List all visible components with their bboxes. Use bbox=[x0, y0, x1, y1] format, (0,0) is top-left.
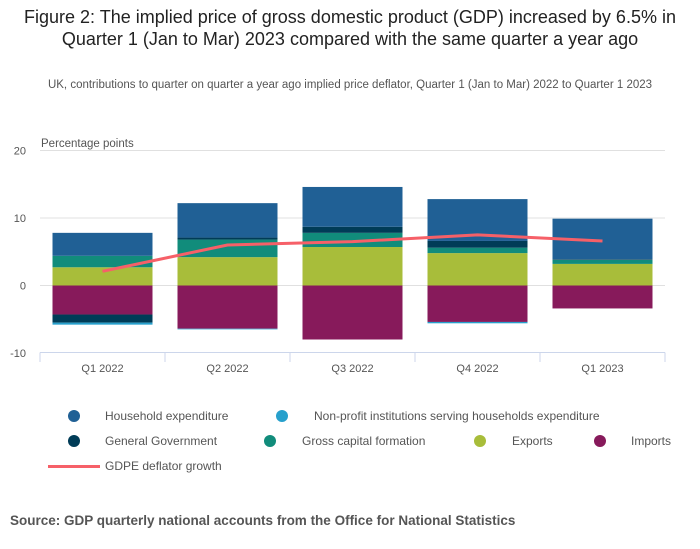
bar-segment bbox=[427, 240, 528, 248]
y-tick-label: -10 bbox=[10, 348, 26, 360]
chart-area: -10 0 10 20 Percentage points Q1 2022 Q2 2022 Q… bbox=[10, 138, 666, 375]
legend-label[interactable]: Imports bbox=[631, 434, 672, 448]
bar-segment bbox=[52, 314, 153, 323]
bar-segment bbox=[177, 203, 278, 238]
y-tick-label: 20 bbox=[14, 146, 26, 158]
legend-marker bbox=[276, 410, 288, 422]
bar-segment bbox=[177, 328, 278, 330]
bar-segment bbox=[427, 253, 528, 286]
bar-segment bbox=[302, 186, 403, 227]
y-axis-label: Percentage points bbox=[41, 138, 134, 150]
x-tick-label: Q4 2022 bbox=[456, 363, 498, 375]
legend-line-marker bbox=[48, 465, 100, 468]
legend-label[interactable]: Exports bbox=[512, 434, 553, 448]
legend-marker bbox=[68, 410, 80, 422]
bar-segment bbox=[177, 237, 278, 240]
x-tick-label: Q1 2023 bbox=[581, 363, 623, 375]
x-tick-label: Q2 2022 bbox=[206, 363, 248, 375]
bar-segment bbox=[427, 321, 528, 324]
deflator-line bbox=[102, 233, 603, 273]
x-tick-label: Q3 2022 bbox=[331, 363, 373, 375]
x-tick-label: Q1 2022 bbox=[81, 363, 123, 375]
bar-segment bbox=[52, 322, 153, 325]
bar-segment bbox=[427, 247, 528, 254]
bar-segment bbox=[52, 285, 153, 315]
bar-segment bbox=[427, 285, 528, 322]
bar-segment bbox=[302, 226, 403, 233]
legend-label[interactable]: GDPE deflator growth bbox=[105, 459, 222, 473]
legend-label[interactable]: Household expenditure bbox=[105, 409, 229, 423]
legend-label[interactable]: Non-profit institutions serving househol… bbox=[314, 409, 600, 423]
bar-segment bbox=[302, 247, 403, 286]
legend-marker bbox=[264, 435, 276, 447]
source-note: Source: GDP quarterly national accounts … bbox=[10, 513, 516, 528]
bar-segment bbox=[302, 285, 403, 340]
bar-segment bbox=[552, 259, 653, 260]
bar-segment bbox=[552, 259, 653, 264]
legend-label[interactable]: General Government bbox=[105, 434, 218, 448]
chart-subtitle: UK, contributions to quarter on quarter … bbox=[47, 79, 653, 91]
bar-segment bbox=[552, 285, 653, 309]
bar-segment bbox=[52, 267, 153, 286]
y-tick-label: 10 bbox=[14, 213, 26, 225]
bar-segment bbox=[177, 239, 278, 258]
bar-segment bbox=[52, 232, 153, 256]
bar-segment bbox=[552, 263, 653, 286]
y-tick-label: 0 bbox=[20, 281, 26, 293]
bar-segment bbox=[177, 257, 278, 286]
bar-segment bbox=[177, 285, 278, 329]
legend-marker bbox=[594, 435, 606, 447]
legend-marker bbox=[474, 435, 486, 447]
chart-title: Figure 2: The implied price of gross dom… bbox=[24, 7, 676, 49]
legend-marker bbox=[68, 435, 80, 447]
legend-label[interactable]: Gross capital formation bbox=[302, 434, 426, 448]
bar-segment bbox=[52, 255, 153, 268]
